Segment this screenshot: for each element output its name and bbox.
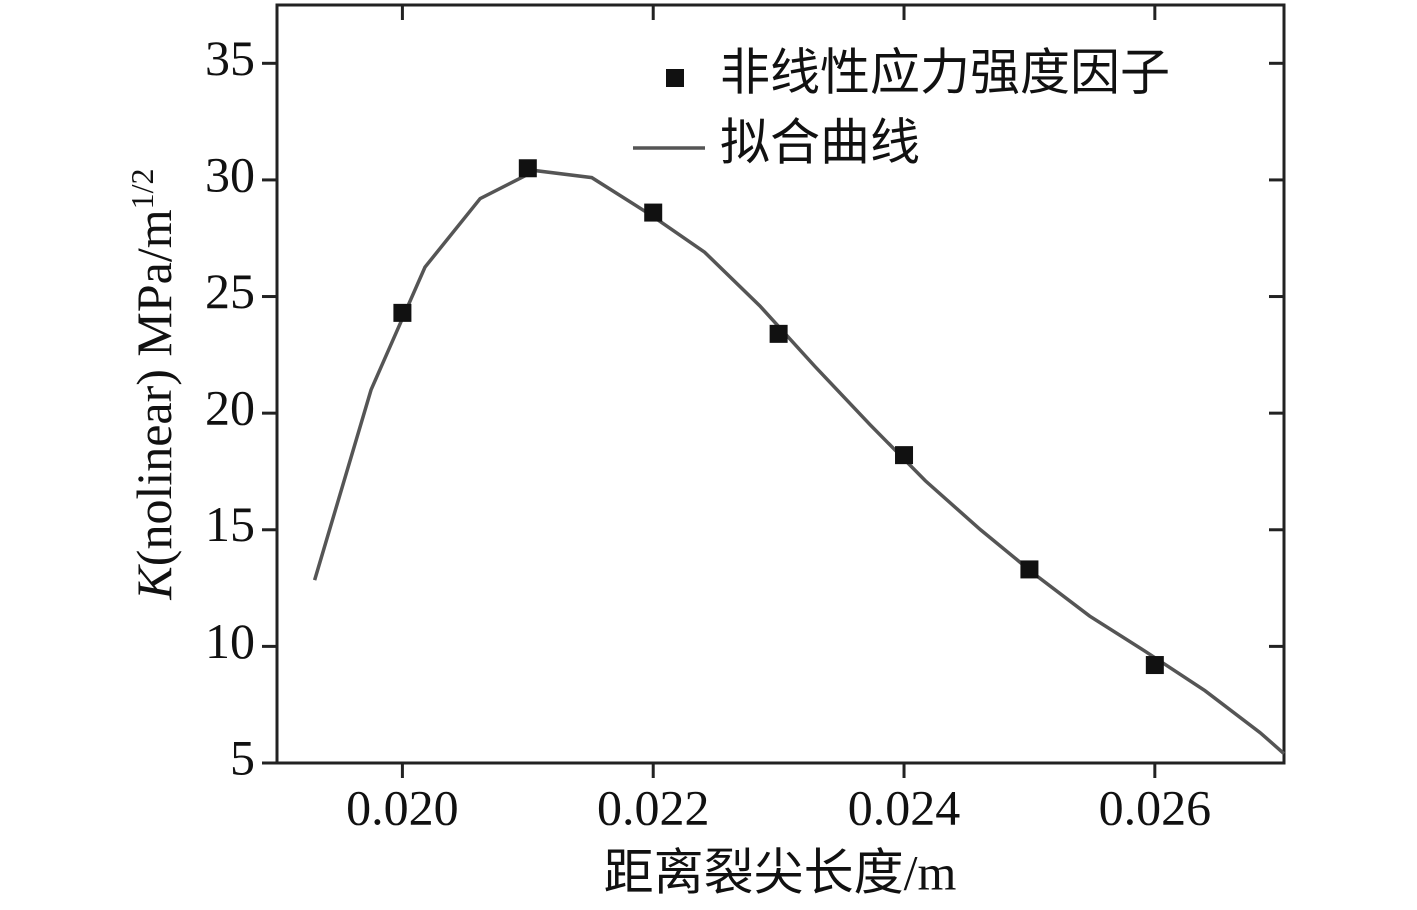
data-point: [518, 159, 537, 178]
legend-label: 非线性应力强度因子: [720, 44, 1170, 100]
x-axis-label: 距离裂尖长度/m: [604, 844, 957, 900]
data-point: [644, 203, 663, 222]
y-tick-label: 30: [205, 146, 255, 202]
y-tick-label: 20: [205, 380, 255, 436]
y-tick-label: 10: [205, 613, 255, 669]
plot-frame: [275, 3, 1286, 765]
legend-label: 拟合曲线: [720, 114, 920, 170]
data-point: [895, 446, 914, 465]
x-tick-label: 0.026: [1099, 779, 1212, 835]
y-tick-label: 25: [205, 263, 255, 319]
data-point: [1020, 560, 1039, 579]
data-point: [1145, 656, 1164, 675]
fit-line: [312, 168, 1286, 755]
x-tick-label: 0.020: [346, 779, 459, 835]
legend-marker: [666, 69, 684, 87]
y-label-sup: 1/2: [124, 168, 160, 209]
data-point: [393, 303, 412, 322]
y-label-main: (nolinear) MPa/m: [126, 209, 182, 566]
y-label-italic: K: [126, 564, 182, 601]
data-point: [769, 324, 788, 343]
y-tick-label: 15: [205, 496, 255, 552]
y-tick-label: 35: [205, 30, 255, 86]
y-axis-label: K(nolinear) MPa/m1/2: [124, 168, 182, 600]
x-tick-label: 0.022: [597, 779, 710, 835]
y-tick-label: 5: [230, 729, 255, 785]
x-tick-label: 0.024: [848, 779, 961, 835]
